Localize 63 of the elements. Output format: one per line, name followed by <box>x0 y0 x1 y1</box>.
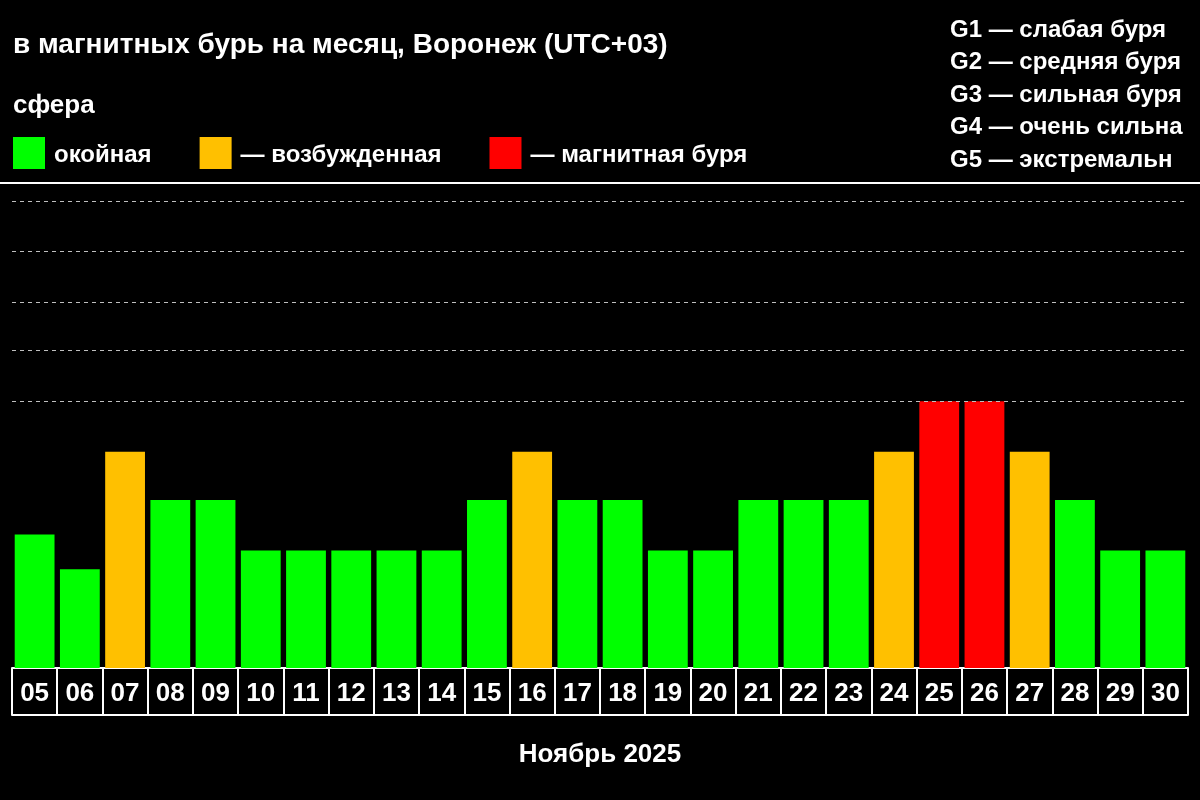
x-tick-label: 15 <box>472 677 502 707</box>
x-tick-label: 10 <box>246 677 276 707</box>
x-tick-label: 21 <box>743 677 773 707</box>
bar <box>467 499 507 668</box>
bar <box>195 499 236 668</box>
x-tick-label: 07 <box>110 677 140 707</box>
legend-label: — возбужденная <box>240 139 442 167</box>
x-tick-label: 05 <box>20 677 50 707</box>
x-tick-label: 09 <box>201 677 230 707</box>
bar <box>647 550 688 668</box>
x-tick-label: 11 <box>292 677 320 707</box>
bar <box>150 499 191 668</box>
bar <box>421 550 462 668</box>
x-tick-label: 29 <box>1105 677 1135 707</box>
x-tick-label: 22 <box>789 677 818 707</box>
bar <box>1145 550 1186 668</box>
bar <box>331 550 372 668</box>
bar <box>874 451 914 668</box>
text: G2 — средняя буря <box>950 47 1181 74</box>
x-tick-label: 27 <box>1015 677 1045 707</box>
text: G4 — очень сильна <box>950 112 1184 139</box>
bar <box>1055 499 1095 668</box>
bar <box>964 401 1005 668</box>
x-tick-label: 30 <box>1150 677 1180 707</box>
x-tick-label: 28 <box>1060 677 1090 707</box>
x-tick-label: 26 <box>970 677 999 707</box>
bar <box>240 550 281 668</box>
chart-title: в магнитных бурь на месяц, Воронеж (UTC+03) <box>13 27 668 59</box>
bar <box>783 499 824 668</box>
x-tick-label: 14 <box>427 677 457 707</box>
bar <box>59 569 100 668</box>
x-tick-label: 12 <box>336 677 366 707</box>
x-tick-label: 19 <box>653 677 683 707</box>
x-tick-label: 24 <box>879 677 909 707</box>
bar <box>693 550 733 668</box>
legend-label: окойная <box>54 139 152 167</box>
bar <box>738 499 779 668</box>
bar <box>14 534 55 668</box>
legend-title: сфера <box>13 89 96 119</box>
bar <box>376 550 417 668</box>
x-tick-label: 25 <box>924 677 954 707</box>
x-tick-label: 17 <box>562 677 592 707</box>
text: G5 — экстремальн <box>950 144 1173 172</box>
bar <box>1009 451 1050 668</box>
bar <box>512 451 553 668</box>
bar <box>1100 550 1141 668</box>
x-tick-label: 16 <box>517 677 547 707</box>
bar <box>828 499 869 668</box>
x-tick-label: 18 <box>608 677 638 707</box>
x-tick-label: 23 <box>834 677 864 707</box>
x-tick-label: 20 <box>698 677 728 707</box>
bar <box>286 550 326 668</box>
x-axis-title: Ноябрь 2025 <box>518 738 682 768</box>
text: G1 — слабая буря <box>950 14 1167 42</box>
legend-label: — магнитная буря <box>530 139 748 167</box>
text: G3 — сильная буря <box>950 79 1182 107</box>
bar <box>557 499 598 668</box>
x-tick-label: 08 <box>155 677 185 707</box>
x-tick-label: 06 <box>65 677 95 707</box>
bar <box>105 451 145 668</box>
x-tick-label: 13 <box>382 677 411 707</box>
bar <box>602 499 643 668</box>
bar <box>919 401 960 668</box>
